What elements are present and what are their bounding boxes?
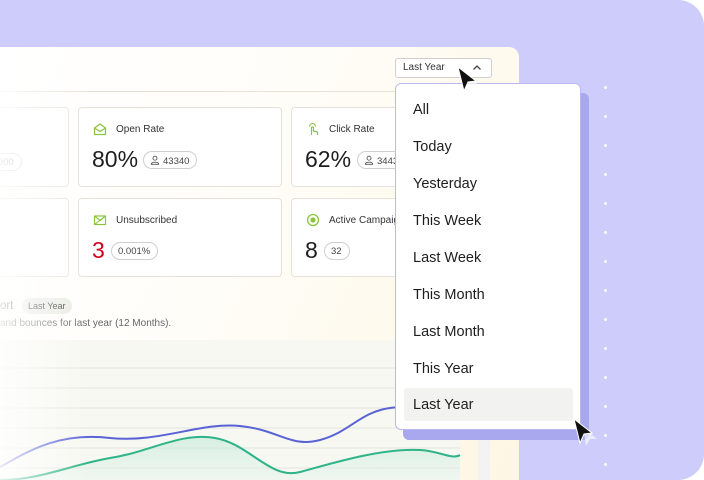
report-period-badge: Last Year xyxy=(22,298,72,314)
stat-card-pill: 43340 xyxy=(143,151,198,169)
stat-card-pill-text: 3443 xyxy=(377,156,399,167)
envelope-x-icon xyxy=(93,215,107,226)
date-range-select-value: Last Year xyxy=(403,62,445,73)
decoration-dot xyxy=(604,260,607,263)
chevron-up-icon xyxy=(473,65,481,70)
decoration-dot xyxy=(604,376,607,379)
stat-card-unsubscribed[interactable]: Unsubscribed 3 0.001% xyxy=(78,198,282,277)
decoration-dot xyxy=(604,289,607,292)
stat-card-pill: 0.001% xyxy=(111,242,159,260)
decoration-dot xyxy=(604,115,607,118)
dropdown-option-today[interactable]: Today xyxy=(413,139,452,155)
envelope-open-icon xyxy=(93,123,107,136)
dropdown-option-this-year[interactable]: This Year xyxy=(413,361,474,377)
decoration-dot xyxy=(604,405,607,408)
dropdown-option-all[interactable]: All xyxy=(413,102,430,118)
stat-card-label: Click Rate xyxy=(329,124,375,135)
stat-card-label: Active Campaigns xyxy=(329,215,410,226)
click-hand-icon xyxy=(308,123,319,135)
stat-card-label: Unsubscribed xyxy=(116,215,178,226)
stat-card-open-rate[interactable]: Open Rate 80% 43340 xyxy=(78,107,282,187)
dropdown-option-last-month[interactable]: Last Month xyxy=(413,324,485,340)
dropdown-option-this-month[interactable]: This Month xyxy=(413,287,485,303)
dot-column-decoration xyxy=(602,82,610,474)
date-range-select[interactable]: Last Year xyxy=(395,58,492,78)
header-divider xyxy=(0,91,519,92)
decoration-dot xyxy=(604,463,607,466)
stat-card-value: 8 xyxy=(305,237,318,263)
decoration-dot xyxy=(604,202,607,205)
date-range-dropdown[interactable]: All Today Yesterday This Week Last Week … xyxy=(395,83,581,430)
stat-card-partial-1: 2,000 xyxy=(0,107,69,187)
stat-card-label: Open Rate xyxy=(116,124,165,135)
chart-series-area xyxy=(0,436,460,480)
decoration-dot xyxy=(604,231,607,234)
stat-card-value: 3 xyxy=(92,237,105,263)
stat-card-partial-2 xyxy=(0,198,69,277)
stat-card-pill-text: 43340 xyxy=(163,156,190,167)
decoration-dot xyxy=(604,318,607,321)
decoration-dot xyxy=(604,173,607,176)
stat-card-pill: 32 xyxy=(324,242,350,260)
mouse-cursor-icon xyxy=(573,418,597,446)
decoration-dot xyxy=(604,347,607,350)
chart-series-line-2 xyxy=(0,435,461,480)
decoration-dot xyxy=(604,86,607,89)
decoration-dot xyxy=(604,434,607,437)
user-icon xyxy=(150,155,160,165)
user-icon xyxy=(364,155,374,165)
dropdown-option-this-week[interactable]: This Week xyxy=(413,213,482,229)
stat-card-value: 62% xyxy=(305,146,352,172)
dropdown-option-last-year[interactable]: Last Year xyxy=(404,388,573,421)
stat-card-pill: 2,000 xyxy=(0,153,22,171)
dropdown-option-last-week[interactable]: Last Week xyxy=(413,250,482,266)
target-dot-icon xyxy=(306,213,320,227)
stat-card-value: 80% xyxy=(92,146,139,172)
decoration-dot xyxy=(604,144,607,147)
report-subtitle: and bounces for last year (12 Months). xyxy=(0,318,172,329)
dropdown-option-yesterday[interactable]: Yesterday xyxy=(413,176,477,192)
report-title: ort xyxy=(0,300,14,312)
mouse-cursor-icon xyxy=(457,66,481,94)
